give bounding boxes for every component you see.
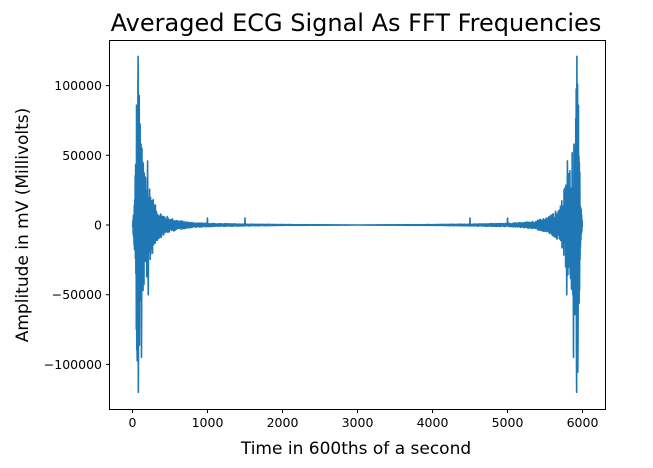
y-tick-label: 50000 — [62, 148, 102, 163]
tick-layer: 0 1000 2000 3000 4000 5000 6000 −100000 −50000 0 5… — [44, 78, 599, 430]
x-tick-label: 0 — [129, 415, 137, 430]
series-layer — [131, 55, 584, 394]
x-tick-label: 3000 — [342, 415, 374, 430]
y-tick-label: 0 — [94, 218, 102, 233]
x-tick-label: 5000 — [492, 415, 524, 430]
ecg-fft-series-line — [131, 55, 584, 394]
x-tick-label: 4000 — [417, 415, 449, 430]
x-tick-label: 6000 — [567, 415, 599, 430]
plot-frame — [109, 40, 606, 410]
x-tick-label: 2000 — [267, 415, 299, 430]
chart-title: Averaged ECG Signal As FFT Frequencies — [111, 9, 602, 37]
y-tick-label: −100000 — [44, 357, 102, 372]
y-tick-label: 100000 — [54, 78, 102, 93]
x-tick-label: 1000 — [192, 415, 224, 430]
x-axis-label: Time in 600ths of a second — [240, 439, 471, 459]
y-tick-label: −50000 — [52, 287, 102, 302]
y-axis-label: Amplitude in mV (Millivolts) — [13, 108, 33, 343]
